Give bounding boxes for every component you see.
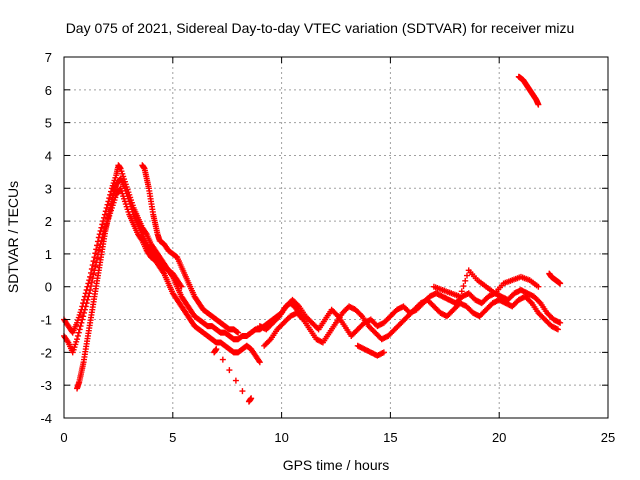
data-point bbox=[219, 356, 226, 363]
y-tick-label: 6 bbox=[45, 83, 52, 98]
data-point bbox=[235, 329, 242, 336]
data-point bbox=[74, 332, 81, 339]
chart-title: Day 075 of 2021, Sidereal Day-to-day VTE… bbox=[66, 20, 575, 36]
series-arc-5 bbox=[256, 287, 564, 339]
data-point bbox=[535, 283, 542, 290]
x-tick-label: 25 bbox=[601, 430, 615, 445]
y-tick-label: 3 bbox=[45, 181, 52, 196]
x-tick-label: 20 bbox=[492, 430, 506, 445]
data-point bbox=[458, 288, 465, 295]
data-point bbox=[178, 283, 185, 290]
data-point bbox=[554, 326, 561, 333]
series-arc-10 bbox=[546, 270, 564, 287]
data-point bbox=[76, 326, 83, 333]
x-tick-label: 10 bbox=[274, 430, 288, 445]
data-point bbox=[90, 271, 97, 278]
y-tick-label: 4 bbox=[45, 148, 52, 163]
data-point bbox=[87, 283, 94, 290]
data-point bbox=[535, 101, 542, 108]
data-point bbox=[81, 306, 88, 313]
data-point bbox=[463, 272, 470, 279]
y-tick-label: -4 bbox=[40, 411, 52, 426]
data-point bbox=[82, 303, 89, 310]
data-point bbox=[226, 367, 233, 374]
data-point bbox=[557, 319, 564, 326]
data-point bbox=[77, 323, 84, 330]
x-tick-label: 15 bbox=[383, 430, 397, 445]
x-axis-ticks: 0 5 10 15 20 25 bbox=[60, 57, 615, 445]
data-point bbox=[92, 263, 99, 270]
series-arc-8 bbox=[430, 267, 542, 300]
y-tick-label: 0 bbox=[45, 280, 52, 295]
series-arc-2 bbox=[61, 185, 263, 366]
data-point bbox=[80, 313, 87, 320]
data-point bbox=[380, 349, 387, 356]
data-point bbox=[94, 255, 101, 262]
data-point bbox=[239, 388, 246, 395]
data-point bbox=[74, 336, 81, 343]
y-axis-ticks: -4 -3 -2 -1 0 1 2 3 4 5 6 7 bbox=[40, 50, 608, 426]
data-point bbox=[462, 277, 469, 284]
series-arc-4 bbox=[139, 162, 242, 336]
y-tick-label: 2 bbox=[45, 214, 52, 229]
x-tick-label: 0 bbox=[60, 430, 67, 445]
x-axis-label: GPS time / hours bbox=[283, 457, 390, 473]
data-point bbox=[81, 309, 88, 316]
series-arc-6 bbox=[261, 293, 561, 349]
series-arc-9 bbox=[515, 73, 542, 108]
y-tick-label: -3 bbox=[40, 378, 52, 393]
data-point bbox=[87, 287, 94, 294]
data-points bbox=[61, 73, 564, 405]
x-tick-label: 5 bbox=[169, 430, 176, 445]
data-point bbox=[95, 247, 102, 254]
series-arc-7 bbox=[354, 342, 387, 359]
y-tick-label: 5 bbox=[45, 116, 52, 131]
data-point bbox=[75, 329, 82, 336]
data-point bbox=[213, 346, 220, 353]
data-point bbox=[78, 319, 85, 326]
series-arc-3 bbox=[74, 175, 185, 392]
data-point bbox=[232, 377, 239, 384]
data-point bbox=[88, 279, 95, 286]
y-tick-label: 7 bbox=[45, 50, 52, 65]
y-tick-label: -2 bbox=[40, 345, 52, 360]
y-tick-label: -1 bbox=[40, 313, 52, 328]
y-axis-label: SDTVAR / TECUs bbox=[5, 181, 21, 293]
data-point bbox=[85, 293, 92, 300]
data-point bbox=[84, 296, 91, 303]
data-point bbox=[457, 293, 464, 300]
data-point bbox=[256, 359, 263, 366]
data-point bbox=[86, 290, 93, 297]
series-arc-11 bbox=[211, 346, 255, 405]
grid-lines bbox=[64, 57, 608, 418]
data-point bbox=[460, 283, 467, 290]
data-point bbox=[557, 280, 564, 287]
plot-frame bbox=[63, 56, 609, 419]
data-point bbox=[248, 395, 255, 402]
data-point bbox=[83, 300, 90, 307]
data-point bbox=[79, 316, 86, 323]
y-tick-label: 1 bbox=[45, 247, 52, 262]
